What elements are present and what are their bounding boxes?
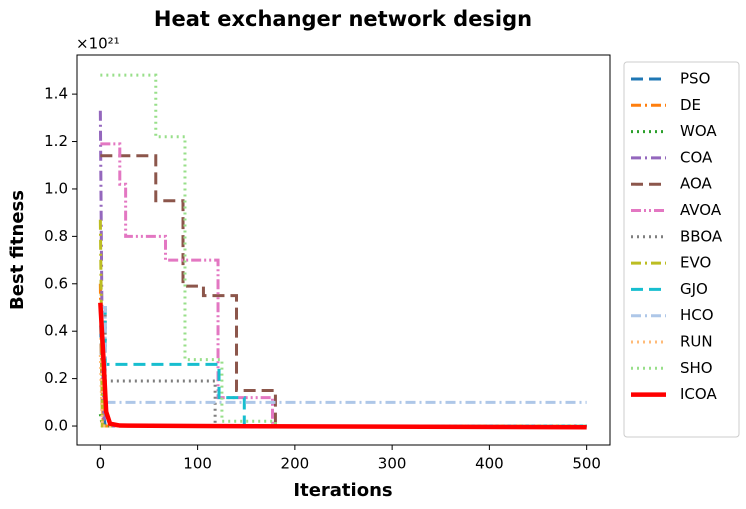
x-tick-label: 200 <box>281 455 310 473</box>
legend-label: BBOA <box>680 227 723 245</box>
legend-label: AOA <box>680 175 713 193</box>
y-tick-label: 0.0 <box>44 417 68 435</box>
line-series <box>98 283 587 428</box>
legend-label: EVO <box>680 254 711 272</box>
y-tick-label: 0.6 <box>44 274 68 292</box>
line-series <box>100 305 587 428</box>
line-series <box>100 73 587 428</box>
x-tick-label: 0 <box>96 455 106 473</box>
y-tick-label: 0.8 <box>44 227 68 245</box>
x-axis-label: Iterations <box>293 480 392 501</box>
line-series <box>98 307 587 428</box>
legend-label: WOA <box>680 122 717 140</box>
legend-box <box>623 61 740 438</box>
y-tick-label: 0.2 <box>44 369 68 387</box>
y-tick-label: 0.4 <box>44 322 68 340</box>
legend-label: COA <box>680 148 713 166</box>
y-tick-label: 1.4 <box>44 85 68 103</box>
y-tick-label: 1.2 <box>44 132 68 150</box>
legend-label: ICOA <box>680 385 717 403</box>
line-series <box>100 142 587 428</box>
legend-label: GJO <box>680 280 708 298</box>
plot-frame <box>76 54 611 446</box>
y-axis-label: Best fitness <box>7 190 28 310</box>
x-tick-label: 400 <box>475 455 504 473</box>
line-series <box>100 305 587 404</box>
line-series <box>100 305 587 428</box>
legend-label: AVOA <box>680 201 722 219</box>
legend-label: PSO <box>680 70 710 88</box>
line-series <box>98 302 587 430</box>
line-series <box>100 154 587 428</box>
legend-label: SHO <box>680 359 713 377</box>
y-offset-label: ×10²¹ <box>76 35 120 53</box>
legend-label: HCO <box>680 306 714 324</box>
x-tick-label: 500 <box>572 455 601 473</box>
x-tick-label: 100 <box>183 455 212 473</box>
chart-title: Heat exchanger network design <box>154 7 532 31</box>
line-series <box>98 219 587 428</box>
legend-label: RUN <box>680 333 713 351</box>
x-tick-label: 300 <box>378 455 407 473</box>
line-series <box>98 110 587 428</box>
legend-label: DE <box>680 96 701 114</box>
y-tick-label: 1.0 <box>44 179 68 197</box>
